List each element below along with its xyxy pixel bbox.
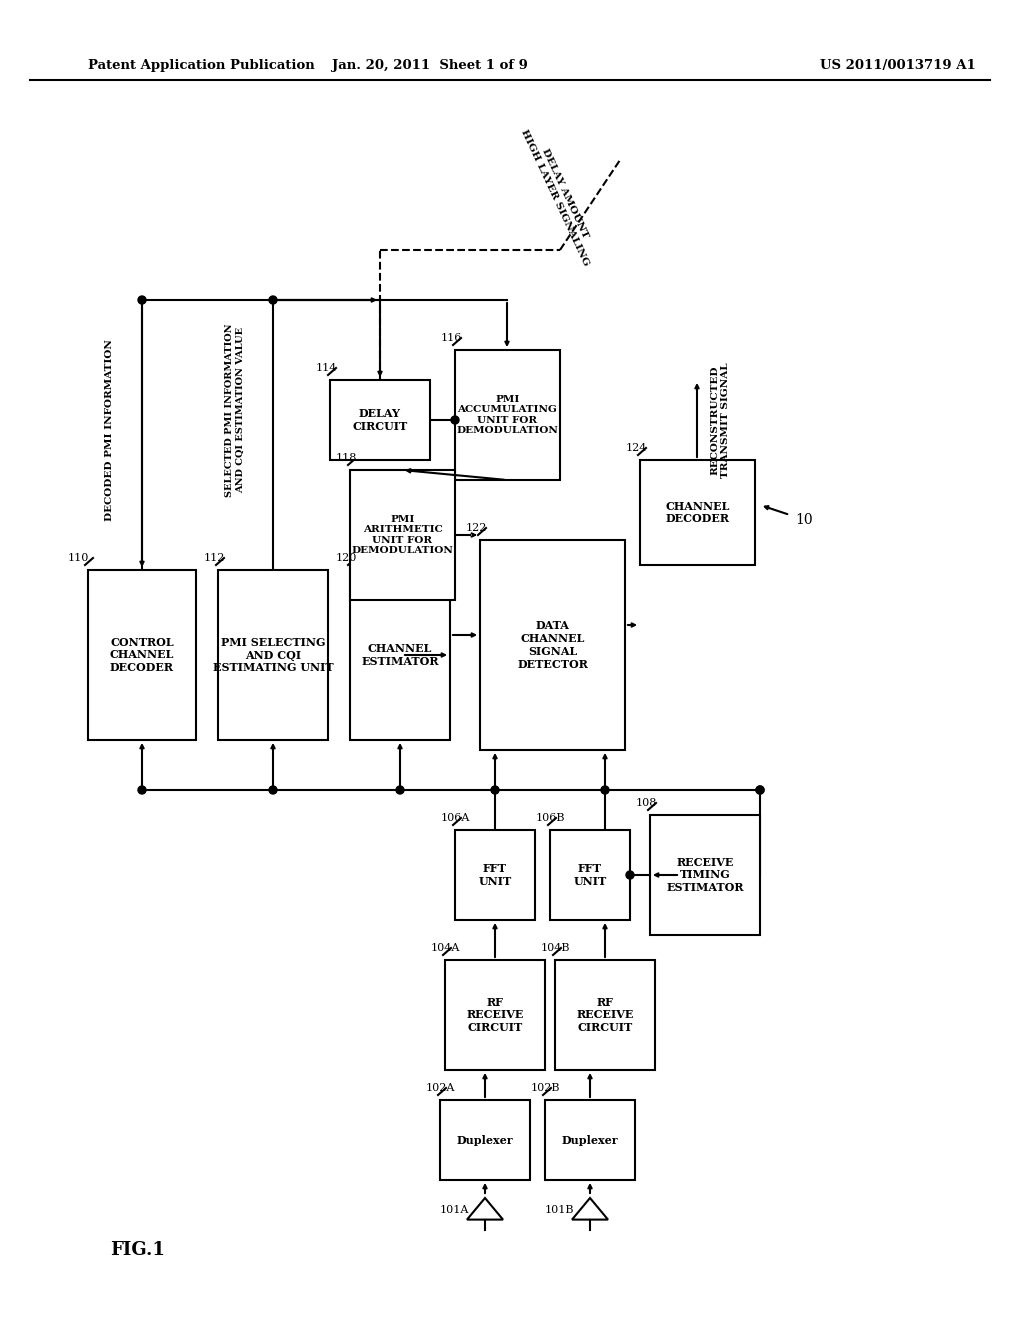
Bar — [455, 350, 560, 480]
Text: 108: 108 — [636, 799, 657, 808]
Bar — [88, 570, 196, 741]
Text: 10: 10 — [795, 513, 813, 527]
Text: DECODED PMI INFORMATION: DECODED PMI INFORMATION — [105, 339, 115, 521]
Bar — [640, 459, 755, 565]
Text: 112: 112 — [204, 553, 225, 564]
Bar — [350, 470, 455, 601]
Bar — [550, 830, 630, 920]
Text: FFT
UNIT: FFT UNIT — [478, 863, 512, 887]
Text: US 2011/0013719 A1: US 2011/0013719 A1 — [820, 58, 976, 71]
Circle shape — [269, 785, 278, 795]
Bar — [445, 960, 545, 1071]
Text: Patent Application Publication: Patent Application Publication — [88, 58, 314, 71]
Text: PMI
ARITHMETIC
UNIT FOR
DEMODULATION: PMI ARITHMETIC UNIT FOR DEMODULATION — [351, 515, 454, 556]
Text: 106A: 106A — [441, 813, 470, 822]
Text: RECEIVE
TIMING
ESTIMATOR: RECEIVE TIMING ESTIMATOR — [667, 857, 743, 894]
Bar — [330, 380, 430, 459]
Bar — [650, 814, 760, 935]
Text: 114: 114 — [316, 363, 337, 374]
Text: Duplexer: Duplexer — [562, 1134, 618, 1146]
Text: 118: 118 — [336, 453, 357, 463]
Text: 110: 110 — [68, 553, 89, 564]
Circle shape — [490, 785, 499, 795]
Circle shape — [451, 416, 459, 424]
Bar — [555, 960, 655, 1071]
Text: 101B: 101B — [545, 1205, 574, 1214]
Text: 120: 120 — [336, 553, 357, 564]
Circle shape — [138, 785, 146, 795]
Circle shape — [756, 785, 764, 795]
Bar — [350, 570, 450, 741]
Text: PMI
ACCUMULATING
UNIT FOR
DEMODULATION: PMI ACCUMULATING UNIT FOR DEMODULATION — [457, 395, 558, 436]
Text: 122: 122 — [466, 523, 487, 533]
Text: CHANNEL
DECODER: CHANNEL DECODER — [666, 500, 730, 524]
Text: FIG.1: FIG.1 — [110, 1241, 165, 1259]
Text: SELECTED PMI INFORMATION
AND CQI ESTIMATION VALUE: SELECTED PMI INFORMATION AND CQI ESTIMAT… — [225, 323, 245, 496]
Text: PMI SELECTING
AND CQI
ESTIMATING UNIT: PMI SELECTING AND CQI ESTIMATING UNIT — [213, 636, 334, 673]
Text: DELAY
CIRCUIT: DELAY CIRCUIT — [352, 408, 408, 432]
Text: 104B: 104B — [541, 942, 570, 953]
Bar — [545, 1100, 635, 1180]
Circle shape — [138, 296, 146, 304]
Circle shape — [756, 785, 764, 795]
Text: RF
RECEIVE
CIRCUIT: RF RECEIVE CIRCUIT — [577, 997, 634, 1034]
Circle shape — [396, 785, 404, 795]
Text: DELAY AMOUNT
HIGH LAYER SIGNALING: DELAY AMOUNT HIGH LAYER SIGNALING — [519, 123, 600, 267]
Text: 104A: 104A — [431, 942, 461, 953]
Bar — [455, 830, 535, 920]
Text: 101A: 101A — [440, 1205, 469, 1214]
Text: 102B: 102B — [531, 1082, 560, 1093]
Bar — [440, 1100, 530, 1180]
Text: 116: 116 — [441, 333, 463, 343]
Text: 124: 124 — [626, 444, 647, 453]
Bar — [480, 540, 625, 750]
Text: DATA
CHANNEL
SIGNAL
DETECTOR: DATA CHANNEL SIGNAL DETECTOR — [517, 620, 588, 669]
Text: CONTROL
CHANNEL
DECODER: CONTROL CHANNEL DECODER — [110, 636, 174, 673]
Bar — [218, 570, 328, 741]
Text: 106B: 106B — [536, 813, 565, 822]
Text: FFT
UNIT: FFT UNIT — [573, 863, 606, 887]
Text: CHANNEL
ESTIMATOR: CHANNEL ESTIMATOR — [361, 643, 438, 667]
Text: 102A: 102A — [426, 1082, 456, 1093]
Text: Jan. 20, 2011  Sheet 1 of 9: Jan. 20, 2011 Sheet 1 of 9 — [332, 58, 528, 71]
Circle shape — [626, 871, 634, 879]
Text: RECONSTRUCTED
TRANSMIT SIGNAL: RECONSTRUCTED TRANSMIT SIGNAL — [711, 362, 730, 478]
Text: RF
RECEIVE
CIRCUIT: RF RECEIVE CIRCUIT — [466, 997, 523, 1034]
Circle shape — [601, 785, 609, 795]
Text: Duplexer: Duplexer — [457, 1134, 513, 1146]
Circle shape — [269, 296, 278, 304]
